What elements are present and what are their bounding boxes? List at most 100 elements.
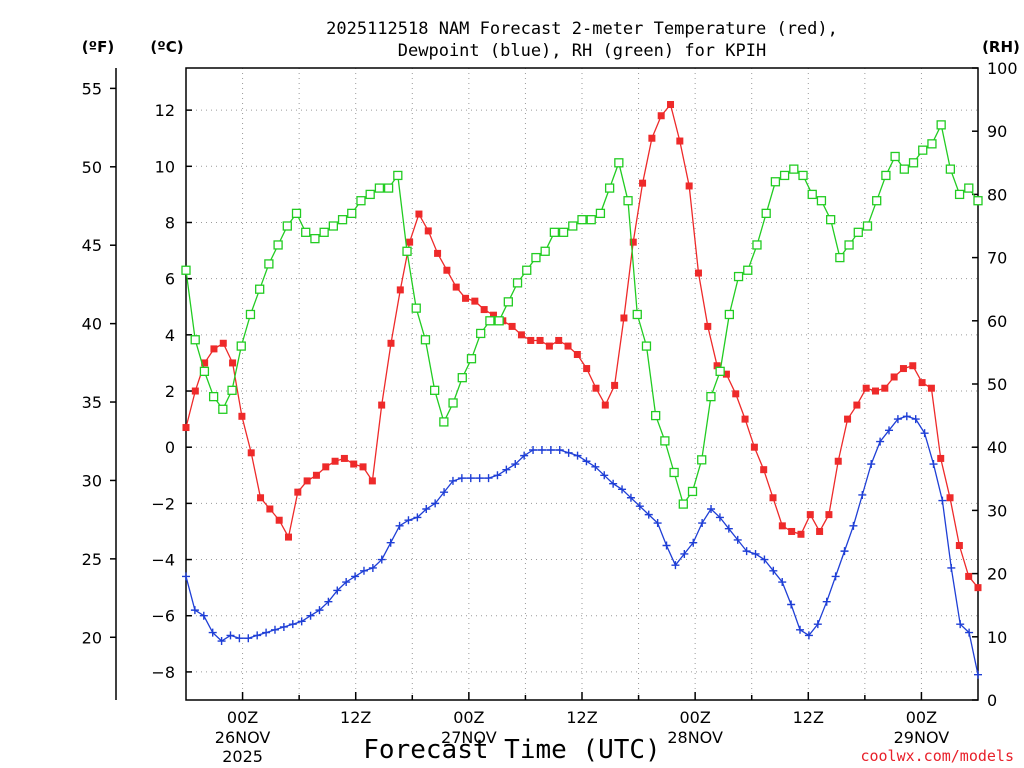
dewpoint-point [306,611,315,620]
dewpoint-point [537,446,546,455]
dewpoint-point [288,620,297,629]
temperature-point [918,379,926,387]
dewpoint-point [413,513,422,522]
rh-point [255,284,265,294]
dewpoint-point [840,547,849,556]
temperature-point [275,516,283,524]
temperature-point [312,471,320,479]
dewpoint-point [689,538,698,547]
temperature-point [927,384,935,392]
rh-point [807,189,817,200]
rh-point [862,221,873,231]
dewpoint-point [555,446,564,455]
grid-lines [186,68,978,700]
time-tick-label: 00Z [227,708,258,727]
dewpoint-point [253,631,262,640]
rh-point [522,265,532,275]
rh-point [964,183,974,193]
dewpoint-point [511,460,520,469]
chart-title: 2025112518 NAM Forecast 2-meter Temperat… [326,19,838,39]
rh-point [927,139,937,149]
temperature-point [210,345,218,353]
dewpoint-point [448,476,457,485]
dewpoint-point [199,611,208,620]
rh-point [890,151,900,162]
celsius-tick-label: 2 [165,382,175,401]
temperature-point [685,182,693,190]
dewpoint-point [182,572,190,581]
temperature-point [564,342,572,350]
rh-point [558,227,569,237]
temperature-point [266,505,274,513]
temperature-point [667,101,675,109]
temperature-point [639,179,647,187]
rh-point [512,278,523,288]
year-tick-label: 2025 [222,747,263,766]
dewpoint-point [858,490,867,499]
dewpoint-point [324,597,333,606]
series-line-dewpoint [185,415,979,675]
temperature-point [415,210,423,218]
rh-point [881,170,891,181]
temperature-point [359,463,367,471]
dewpoint-point [609,479,618,488]
rh-tick-label: 40 [987,438,1007,457]
time-tick-label: 00Z [453,708,484,727]
rh-point [595,208,606,219]
temperature-point [657,112,665,120]
rh-point [347,208,357,219]
temperature-point [340,454,348,462]
dewpoint-point [377,555,386,564]
dewpoint-point [520,451,529,460]
temperature-point [545,342,553,350]
dewpoint-point [662,541,671,550]
rh-point [761,208,771,219]
dewpoint-point [502,465,511,474]
temperature-point [471,297,479,305]
celsius-unit-label: (ºC) [150,38,183,56]
temperature-point [872,387,880,395]
temperature-point [387,339,395,347]
series-temperature [182,101,982,592]
temperature-point [974,584,982,592]
temperature-point [536,336,544,344]
dewpoint-point [644,510,653,519]
dewpoint-point [475,474,484,483]
celsius-tick-label: −4 [151,551,175,570]
rh-point [789,164,799,174]
date-tick-label: 28NOV [667,728,723,747]
date-tick-label: 26NOV [215,728,271,747]
temperature-point [434,249,442,257]
rh-unit-label: (RH) [982,38,1020,56]
temperature-point [489,311,497,319]
rh-point [466,354,477,364]
temperature-point [750,443,758,451]
dewpoint-point [404,516,413,525]
temperature-point [778,522,786,530]
temperature-point [508,322,516,330]
temperature-point [899,365,907,373]
temperature-point [573,351,581,359]
temperature-point [462,294,470,302]
rh-point [715,366,725,377]
rh-point [678,499,688,509]
temperature-point [201,359,209,367]
dewpoint-point [457,474,466,483]
temperature-point [480,306,488,314]
dewpoint-point [279,622,288,631]
rh-point [199,366,210,377]
dewpoint-point [564,448,573,457]
rh-point [651,410,661,421]
rh-point [568,221,578,231]
dewpoint-point [395,521,404,530]
temperature-point [406,238,414,246]
temperature-point [955,542,963,550]
celsius-tick-label: −6 [151,607,175,626]
dewpoint-point [208,628,217,637]
dewpoint-point [965,628,974,637]
rh-point [236,341,246,351]
rh-point [245,309,256,320]
